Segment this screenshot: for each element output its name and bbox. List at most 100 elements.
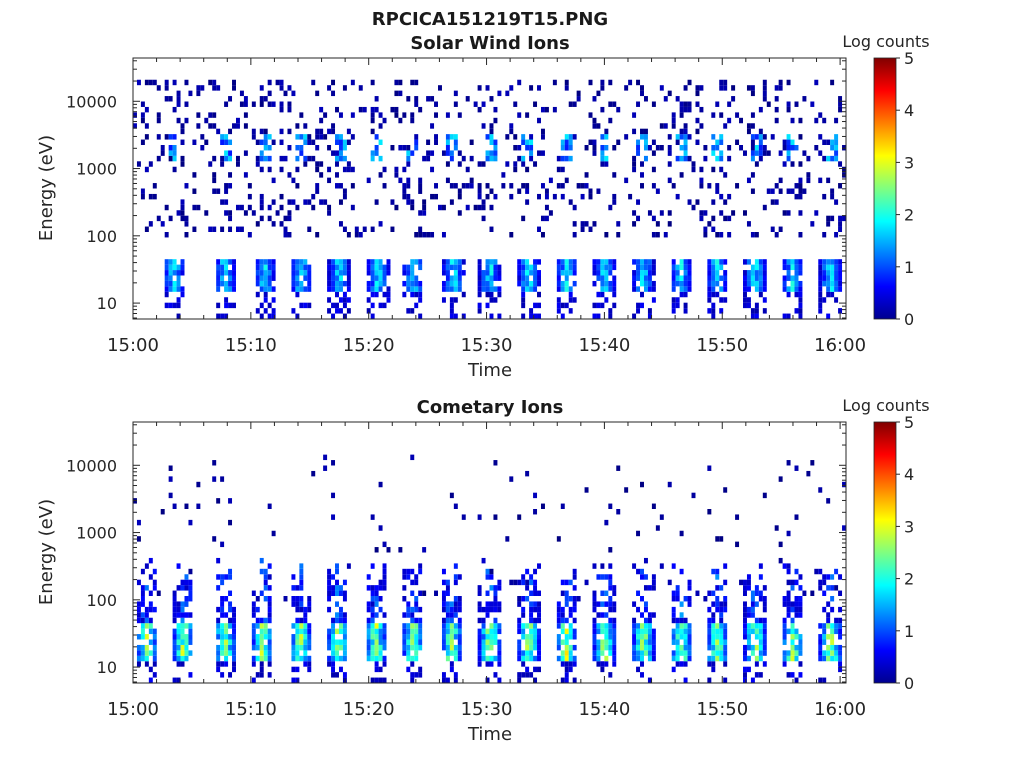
spectrogram-cell <box>687 634 692 640</box>
spectrogram-cell <box>766 150 771 156</box>
spectrogram-cell <box>180 199 185 205</box>
spectrogram-cell <box>529 655 534 662</box>
spectrogram-cell <box>180 585 185 591</box>
spectrogram-cell <box>762 270 767 276</box>
spectrogram-cell <box>390 145 395 151</box>
spectrogram-cell <box>374 661 379 667</box>
spectrogram-cell <box>592 96 597 102</box>
spectrogram-cell <box>608 286 613 292</box>
spectrogram-cell <box>651 150 656 156</box>
spectrogram-cell <box>441 672 446 678</box>
spectrogram-cell <box>608 634 613 640</box>
spectrogram-cell <box>834 270 839 276</box>
spectrogram-cell <box>445 270 450 276</box>
spectrogram-cell <box>224 150 229 156</box>
spectrogram-cell <box>604 128 609 135</box>
spectrogram-cell <box>517 275 522 281</box>
spectrogram-cell <box>715 601 720 607</box>
spectrogram-cell <box>232 617 236 624</box>
spectrogram-cell <box>818 264 823 271</box>
spectrogram-cell <box>818 634 823 640</box>
spectrogram-cell <box>366 270 371 276</box>
spectrogram-cell <box>279 106 284 113</box>
spectrogram-cell <box>564 79 569 86</box>
spectrogram-cell <box>489 606 494 613</box>
spectrogram-cell <box>838 221 843 227</box>
spectrogram-cell <box>537 302 541 309</box>
spectrogram-cell <box>232 644 236 651</box>
spectrogram-cell <box>521 183 526 189</box>
spectrogram-cell <box>331 666 336 673</box>
spectrogram-cell <box>184 117 189 124</box>
spectrogram-cell <box>517 672 522 678</box>
spectrogram-cell <box>612 585 617 591</box>
spectrogram-cell <box>382 655 387 662</box>
spectrogram-cell <box>719 112 724 118</box>
spectrogram-cell <box>331 313 336 319</box>
spectrogram-cell <box>354 232 359 238</box>
spectrogram-cell <box>445 161 450 167</box>
spectrogram-cell <box>632 313 637 319</box>
spectrogram-cell <box>719 297 724 303</box>
spectrogram-cell <box>160 221 165 227</box>
spectrogram-cell <box>683 134 688 140</box>
spectrogram-cell <box>663 123 668 129</box>
spectrogram-cell <box>414 650 419 656</box>
spectrogram-cell <box>707 270 712 276</box>
spectrogram-cell <box>188 672 193 678</box>
spectrogram-cell <box>180 639 185 645</box>
spectrogram-cell <box>140 101 145 107</box>
spectrogram-cell <box>255 264 260 271</box>
spectrogram-cell <box>263 596 268 602</box>
spectrogram-cell <box>370 628 375 635</box>
spectrogram-cell <box>521 628 526 635</box>
spectrogram-cell <box>636 101 641 107</box>
spectrogram-cell <box>818 177 823 184</box>
spectrogram-cell <box>592 259 597 265</box>
spectrogram-cell <box>564 264 569 271</box>
spectrogram-cell <box>255 623 260 629</box>
spectrogram-cell <box>299 579 304 586</box>
spectrogram-cell <box>762 308 767 314</box>
spectrogram-cell <box>750 644 755 651</box>
spectrogram-cell <box>216 128 221 135</box>
spectrogram-cell <box>723 677 728 683</box>
spectrogram-cell <box>311 139 316 145</box>
spectrogram-cell <box>291 177 296 184</box>
spectrogram-cell <box>410 79 415 86</box>
spectrogram-cell <box>517 270 522 276</box>
spectrogram-cell <box>180 650 185 656</box>
spectrogram-cell <box>303 661 308 667</box>
spectrogram-cell <box>184 623 189 629</box>
spectrogram-cell <box>220 476 225 482</box>
spectrogram-cell <box>402 596 407 602</box>
spectrogram-cell <box>735 541 740 548</box>
spectrogram-cell <box>370 291 375 298</box>
spectrogram-cell <box>640 628 644 635</box>
spectrogram-cell <box>307 226 312 232</box>
spectrogram-cell <box>445 286 450 292</box>
spectrogram-cell <box>327 574 332 580</box>
spectrogram-cell <box>152 650 157 656</box>
spectrogram-cell <box>521 623 526 629</box>
spectrogram-cell <box>632 128 637 135</box>
spectrogram-cell <box>461 313 466 319</box>
spectrogram-cell <box>509 183 514 189</box>
spectrogram-cell <box>679 634 684 640</box>
spectrogram-cell <box>798 644 803 651</box>
spectrogram-cell <box>338 590 343 596</box>
spectrogram-cell <box>568 270 573 276</box>
spectrogram-cell <box>287 232 292 238</box>
spectrogram-cell <box>410 677 415 683</box>
spectrogram-cell <box>457 286 462 292</box>
spectrogram-cell <box>271 199 276 205</box>
spectrogram-cell <box>643 275 648 281</box>
spectrogram-cell <box>370 612 375 618</box>
spectrogram-cell <box>144 634 149 640</box>
spectrogram-cell <box>533 509 538 515</box>
spectrogram-cell <box>267 204 272 211</box>
spectrogram-cell <box>707 275 712 281</box>
spectrogram-cell <box>731 96 736 102</box>
spectrogram-cell <box>711 280 716 287</box>
spectrogram-cell <box>453 503 458 509</box>
